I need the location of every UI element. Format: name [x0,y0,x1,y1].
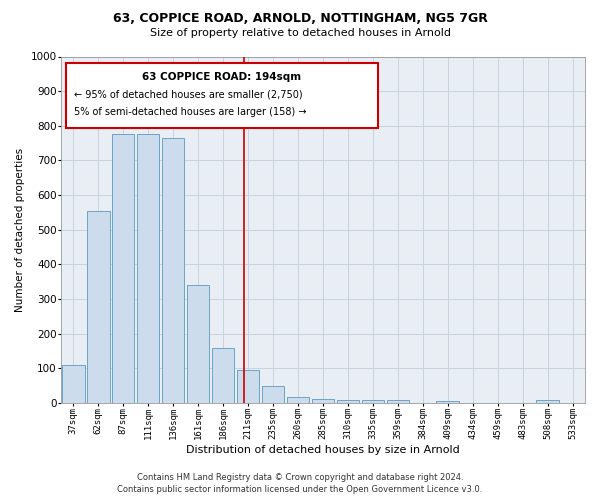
Y-axis label: Number of detached properties: Number of detached properties [15,148,25,312]
Text: 5% of semi-detached houses are larger (158) →: 5% of semi-detached houses are larger (1… [74,106,307,117]
Text: 63 COPPICE ROAD: 194sqm: 63 COPPICE ROAD: 194sqm [142,72,302,82]
Bar [436,402,459,403]
Bar [311,399,334,403]
Text: 63, COPPICE ROAD, ARNOLD, NOTTINGHAM, NG5 7GR: 63, COPPICE ROAD, ARNOLD, NOTTINGHAM, NG… [113,12,487,26]
FancyBboxPatch shape [66,64,378,128]
Text: Contains HM Land Registry data © Crown copyright and database right 2024.
Contai: Contains HM Land Registry data © Crown c… [118,472,482,494]
Bar [62,365,85,403]
Bar [287,397,309,403]
Bar [87,210,110,403]
Text: ← 95% of detached houses are smaller (2,750): ← 95% of detached houses are smaller (2,… [74,90,302,100]
Bar [187,285,209,403]
Bar [237,370,259,403]
Bar [362,400,384,403]
Bar [212,348,235,403]
Bar [262,386,284,403]
Bar [386,400,409,403]
Bar [337,400,359,403]
Bar [137,134,160,403]
Text: Size of property relative to detached houses in Arnold: Size of property relative to detached ho… [149,28,451,38]
Bar [112,134,134,403]
Bar [536,400,559,403]
Bar [162,138,184,403]
X-axis label: Distribution of detached houses by size in Arnold: Distribution of detached houses by size … [186,445,460,455]
